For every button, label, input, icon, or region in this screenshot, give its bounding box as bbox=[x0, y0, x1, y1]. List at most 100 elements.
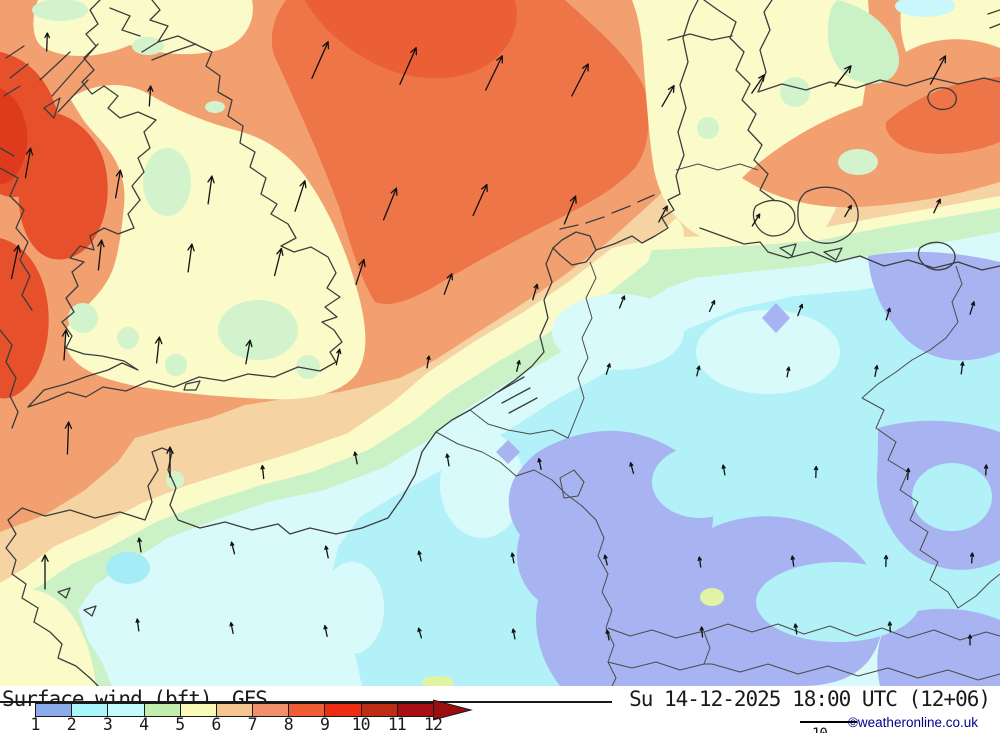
wind-vector-scale-label: 10 bbox=[812, 726, 828, 733]
wind-arrow bbox=[166, 446, 174, 478]
wind-arrow bbox=[44, 32, 51, 52]
scale-tick-label: 4 bbox=[139, 715, 149, 733]
wind-arrow bbox=[933, 198, 941, 214]
wind-arrow bbox=[532, 283, 539, 301]
wind-arrow bbox=[813, 465, 819, 479]
scale-tick-label: 12 bbox=[424, 715, 443, 733]
wind-arrow bbox=[721, 464, 726, 476]
wind-arrow bbox=[417, 627, 423, 639]
scale-tick-label: 10 bbox=[351, 715, 371, 733]
wind-arrow bbox=[571, 63, 589, 97]
wind-arrow bbox=[969, 552, 975, 564]
wind-arrow bbox=[708, 299, 716, 313]
legend-title-underline bbox=[0, 701, 612, 703]
wind-arrow bbox=[751, 74, 765, 94]
beaufort-color-scale: 1 2 3 4 5 6 7 8 9 10 11 12 bbox=[0, 686, 1000, 733]
wind-arrow bbox=[311, 41, 330, 79]
coastlines bbox=[0, 0, 1000, 686]
wind-arrow bbox=[929, 55, 947, 85]
wind-arrow bbox=[273, 247, 284, 277]
copyright-watermark[interactable]: ©weatheronline.co.uk bbox=[847, 715, 978, 730]
wind-arrow bbox=[696, 365, 701, 377]
wind-arrow bbox=[260, 464, 265, 480]
wind-arrow bbox=[323, 624, 328, 638]
wind-arrow bbox=[445, 453, 450, 467]
wind-arrows bbox=[10, 32, 989, 646]
wind-arrow bbox=[353, 451, 358, 465]
country-borders bbox=[435, 163, 1000, 686]
wind-arrow bbox=[10, 244, 21, 280]
wind-arrow bbox=[905, 467, 911, 481]
wind-arrow bbox=[335, 348, 342, 366]
wind-arrow bbox=[960, 361, 965, 375]
wind-arrow bbox=[967, 634, 973, 646]
wind-arrow bbox=[485, 55, 503, 91]
wind-arrow bbox=[147, 85, 154, 107]
wind-arrow bbox=[472, 183, 488, 217]
wind-arrow bbox=[605, 629, 610, 641]
scale-tick-label: 11 bbox=[387, 715, 407, 733]
scale-tick-label: 9 bbox=[319, 715, 330, 733]
scale-tick-label: 5 bbox=[175, 715, 185, 733]
valid-datetime: Su 14-12-2025 18:00 UTC (12+06) bbox=[629, 687, 991, 711]
wind-arrow bbox=[324, 545, 329, 559]
wind-arrow bbox=[605, 363, 611, 375]
wind-arrow bbox=[510, 552, 515, 564]
scale-tick-label: 6 bbox=[211, 715, 221, 733]
wind-arrow bbox=[661, 84, 675, 108]
wind-arrow bbox=[969, 301, 976, 315]
wind-arrow bbox=[137, 537, 142, 553]
wind-arrow bbox=[834, 65, 852, 87]
warm-wind-regions bbox=[0, 0, 1000, 583]
scale-tick-label: 7 bbox=[247, 715, 258, 733]
wind-arrow bbox=[751, 213, 761, 227]
wind-arrow bbox=[537, 457, 542, 471]
wind-arrow bbox=[135, 618, 140, 632]
wind-arrow bbox=[187, 243, 195, 273]
wind-arrow bbox=[699, 626, 704, 638]
scale-arrowhead bbox=[433, 699, 473, 721]
wind-arrow bbox=[97, 239, 105, 271]
wind-arrow bbox=[629, 462, 635, 474]
legend-footer: Surface wind (bft) GFS Su 14-12-2025 18:… bbox=[0, 686, 1000, 733]
wind-arrow bbox=[786, 366, 791, 378]
wind-arrow bbox=[417, 550, 422, 562]
wind-arrow bbox=[114, 169, 124, 199]
wind-arrow bbox=[443, 273, 454, 295]
scale-tick-label: 2 bbox=[66, 715, 77, 733]
wind-arrow bbox=[603, 554, 608, 566]
wind-arrow bbox=[355, 258, 366, 286]
wind-arrow bbox=[618, 295, 626, 309]
scale-tick-label: 1 bbox=[30, 715, 41, 733]
wind-vector-scale-line bbox=[800, 721, 857, 723]
wind-arrow bbox=[230, 541, 236, 555]
wind-arrow bbox=[793, 623, 798, 635]
scale-segment-11 bbox=[396, 703, 434, 717]
wind-arrow bbox=[697, 556, 702, 568]
wind-arrow bbox=[399, 47, 418, 85]
wind-arrow bbox=[516, 360, 521, 372]
wind-arrow bbox=[844, 204, 852, 218]
wind-arrow bbox=[61, 329, 70, 361]
wind-arrow bbox=[983, 464, 989, 476]
scale-tick-label: 3 bbox=[102, 715, 113, 733]
surface-wind-map bbox=[0, 0, 1000, 686]
wind-arrow bbox=[64, 421, 73, 455]
wind-arrow bbox=[245, 339, 253, 365]
wind-arrow bbox=[790, 555, 795, 567]
wind-arrow bbox=[154, 336, 163, 364]
wind-arrow bbox=[382, 187, 398, 221]
scale-tick-label: 8 bbox=[283, 715, 294, 733]
wind-arrow bbox=[207, 175, 215, 205]
wind-arrow bbox=[563, 195, 577, 225]
wind-arrow bbox=[229, 621, 234, 635]
mint-green-spots bbox=[32, 0, 878, 489]
wind-arrow bbox=[797, 303, 804, 317]
wind-arrow bbox=[874, 364, 879, 378]
wind-arrow bbox=[24, 147, 34, 179]
wind-arrow bbox=[658, 205, 668, 223]
wind-arrow bbox=[885, 307, 891, 321]
wind-arrow bbox=[887, 621, 893, 633]
wind-arrow bbox=[426, 355, 431, 369]
wind-arrow bbox=[294, 180, 307, 212]
